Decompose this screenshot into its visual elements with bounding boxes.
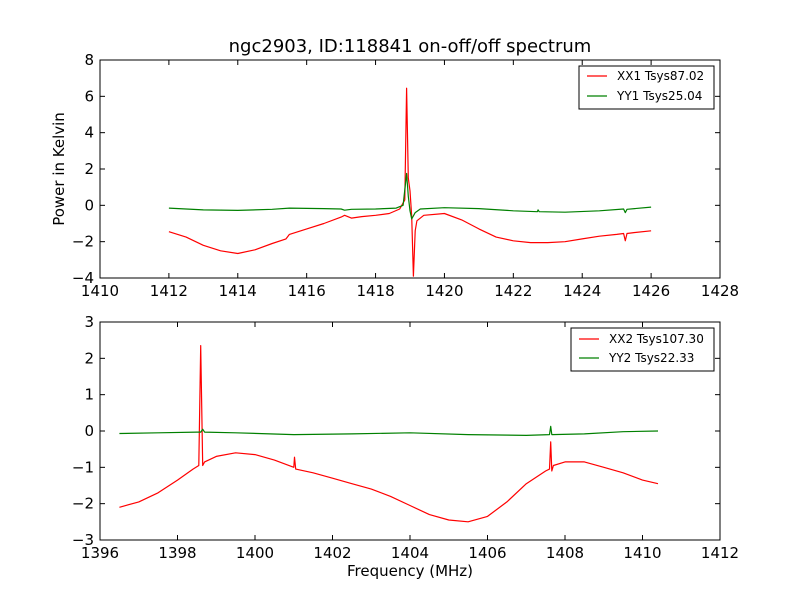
top-series-group bbox=[168, 87, 652, 277]
bottom-y-tick-label: 0 bbox=[84, 422, 94, 440]
top-legend: XX1 Tsys87.02 YY1 Tsys25.04 bbox=[578, 65, 715, 110]
top-plot-frame bbox=[99, 59, 721, 279]
bottom-y-tick-label: 2 bbox=[84, 349, 94, 367]
bottom-legend-label-yy2: YY2 Tsys22.33 bbox=[608, 351, 694, 365]
bottom-y-tick-label: −3 bbox=[72, 531, 94, 549]
bottom-x-tick-label: 1412 bbox=[701, 544, 739, 562]
bottom-x-tick-label: 1396 bbox=[81, 544, 119, 562]
bottom-x-tick-label: 1410 bbox=[623, 544, 661, 562]
bottom-legend-box bbox=[570, 327, 715, 372]
top-x-tick-label: 1410 bbox=[81, 282, 119, 300]
bottom-series-group bbox=[119, 345, 659, 523]
bottom-x-tick-label: 1398 bbox=[158, 544, 196, 562]
bottom-y-tick-label: −1 bbox=[72, 458, 94, 476]
top-x-tick-label: 1414 bbox=[219, 282, 257, 300]
top-legend-label-yy1: YY1 Tsys25.04 bbox=[616, 89, 702, 103]
bottom-y-tick-label: −2 bbox=[72, 495, 94, 513]
top-y-tick-label: −2 bbox=[72, 233, 94, 251]
top-chart-title: ngc2903, ID:118841 on-off/off spectrum bbox=[229, 36, 592, 57]
bottom-x-axis-label: Frequency (MHz) bbox=[347, 562, 473, 580]
bottom-x-tick-label: 1408 bbox=[546, 544, 584, 562]
top-y-tick-label: 6 bbox=[84, 87, 94, 105]
top-legend-box bbox=[578, 65, 715, 110]
top-x-tick-label: 1420 bbox=[425, 282, 463, 300]
bottom-series-line-0 bbox=[119, 345, 659, 523]
bottom-x-tick-label: 1400 bbox=[236, 544, 274, 562]
bottom-x-tick-label: 1404 bbox=[391, 544, 429, 562]
bottom-legend-label-xx2: XX2 Tsys107.30 bbox=[609, 332, 704, 346]
top-y-tick-label: 0 bbox=[84, 196, 94, 214]
top-legend-label-xx1: XX1 Tsys87.02 bbox=[617, 69, 704, 83]
bottom-series-line-1 bbox=[119, 425, 659, 436]
bottom-y-tick-label: 3 bbox=[84, 313, 94, 331]
bottom-ticks: 1396 1398 1400 1402 1404 1406 1408 1410 1412 −3 −2… bbox=[72, 313, 739, 562]
top-x-tick-label: 1426 bbox=[632, 282, 670, 300]
top-y-tick-label: 8 bbox=[84, 51, 94, 69]
top-x-tick-label: 1412 bbox=[150, 282, 188, 300]
top-ticks: 1410 1412 1414 1416 1418 1420 1422 1424 1426 1428… bbox=[72, 51, 739, 300]
top-y-tick-label: −4 bbox=[72, 269, 94, 287]
bottom-subplot: Frequency (MHz) 1396 1398 1400 1402 1404 1406… bbox=[72, 313, 739, 580]
top-y-tick-label: 2 bbox=[84, 160, 94, 178]
bottom-x-tick-label: 1402 bbox=[313, 544, 351, 562]
top-y-tick-label: 4 bbox=[84, 124, 94, 142]
bottom-y-tick-label: 1 bbox=[84, 386, 94, 404]
bottom-plot-frame bbox=[99, 321, 721, 541]
top-x-tick-label: 1418 bbox=[356, 282, 394, 300]
top-series-line-1 bbox=[168, 172, 652, 220]
top-x-tick-label: 1422 bbox=[494, 282, 532, 300]
top-x-tick-label: 1424 bbox=[563, 282, 601, 300]
top-subplot: ngc2903, ID:118841 on-off/off spectrum P… bbox=[50, 36, 739, 300]
bottom-legend: XX2 Tsys107.30 YY2 Tsys22.33 bbox=[570, 327, 715, 372]
top-x-tick-label: 1428 bbox=[701, 282, 739, 300]
top-x-tick-label: 1416 bbox=[288, 282, 326, 300]
bottom-x-tick-label: 1406 bbox=[468, 544, 506, 562]
top-y-axis-label: Power in Kelvin bbox=[50, 112, 68, 226]
top-series-line-0 bbox=[168, 87, 652, 277]
